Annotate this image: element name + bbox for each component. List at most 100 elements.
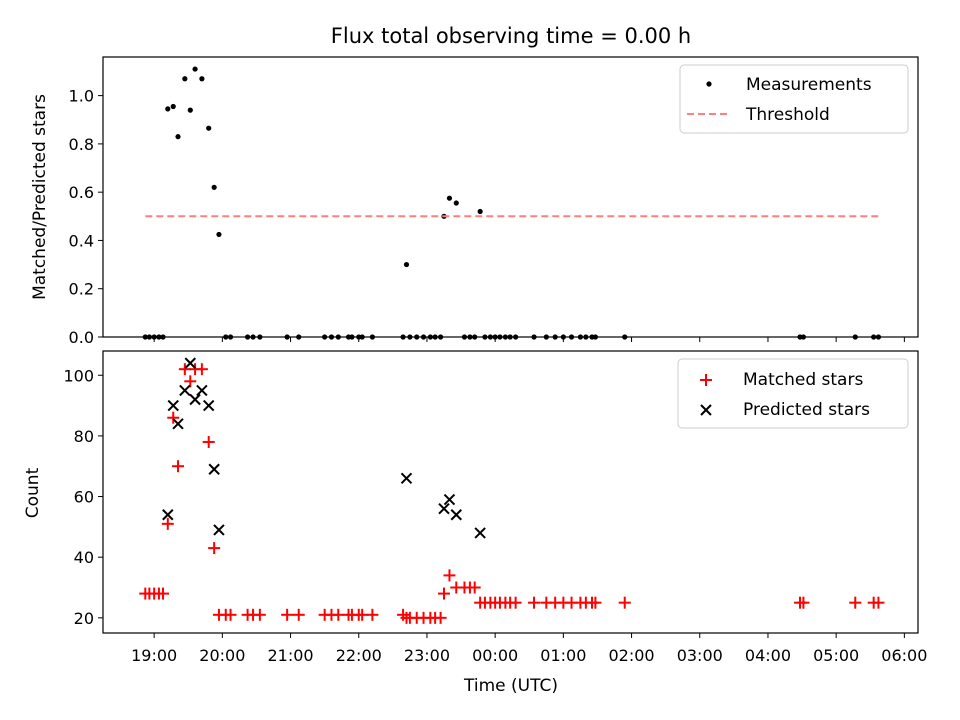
predicted-star-stroke-b bbox=[443, 493, 456, 506]
predicted-star-point bbox=[208, 463, 220, 475]
measurement-point bbox=[349, 334, 355, 340]
measurement-point bbox=[142, 334, 148, 340]
measurement-point bbox=[800, 334, 807, 340]
measurement-point bbox=[403, 261, 410, 268]
measurement-point bbox=[531, 334, 537, 340]
measurement-point bbox=[328, 334, 335, 340]
predicted-star-point bbox=[203, 399, 215, 412]
matched-star-point bbox=[292, 608, 305, 621]
matched-star-point bbox=[438, 587, 451, 600]
matched-star-point bbox=[202, 435, 215, 448]
matched-star-point bbox=[509, 596, 522, 609]
measurement-point bbox=[400, 334, 406, 340]
predicted-star-stroke-b bbox=[400, 472, 413, 485]
measurement-point bbox=[156, 334, 162, 340]
measurement-point bbox=[852, 334, 858, 340]
matched-star-point bbox=[797, 596, 810, 609]
measurement-point bbox=[461, 334, 468, 340]
measurement-point bbox=[369, 334, 375, 340]
predicted-star-stroke-b bbox=[438, 502, 450, 515]
predicted-star-point bbox=[189, 393, 201, 406]
x-tick-label: 21:00 bbox=[267, 646, 313, 665]
measurement-point bbox=[216, 231, 222, 238]
measurement-point bbox=[492, 334, 498, 340]
legend-measurements-marker bbox=[706, 81, 712, 87]
measurement-point bbox=[502, 334, 508, 340]
measurement-point bbox=[165, 106, 171, 112]
y-tick-label: 80 bbox=[74, 427, 94, 446]
measurement-point bbox=[284, 334, 290, 340]
predicted-star-stroke-b bbox=[196, 384, 208, 397]
measurement-point bbox=[359, 334, 365, 340]
predicted-star-point bbox=[443, 493, 456, 506]
predicted-star-stroke-b bbox=[474, 527, 486, 539]
legend-predicted-label: Predicted stars bbox=[743, 400, 870, 420]
x-tick-label: 00:00 bbox=[472, 646, 518, 665]
measurement-point bbox=[560, 334, 566, 340]
x-tick-label: 20:00 bbox=[199, 646, 245, 665]
matched-star-point bbox=[443, 569, 456, 582]
x-tick-label: 19:00 bbox=[131, 646, 177, 665]
y-tick-label: 60 bbox=[74, 488, 94, 507]
measurement-point bbox=[467, 334, 473, 340]
y-tick-label: 0.2 bbox=[69, 280, 94, 299]
predicted-star-stroke-b bbox=[213, 524, 225, 536]
matched-star-point bbox=[253, 608, 266, 621]
measurement-point bbox=[322, 334, 328, 340]
matched-star-point bbox=[366, 608, 379, 621]
y-tick-label: 0.6 bbox=[69, 183, 94, 202]
matched-star-point bbox=[195, 363, 208, 376]
predicted-star-point bbox=[196, 384, 208, 397]
predicted-star-stroke-b bbox=[184, 357, 197, 369]
x-tick-label: 02:00 bbox=[609, 646, 655, 665]
predicted-star-stroke-b bbox=[450, 509, 462, 521]
measurement-point bbox=[420, 334, 427, 340]
measurement-point bbox=[151, 334, 157, 340]
measurement-point bbox=[497, 334, 503, 340]
measurement-point bbox=[432, 334, 438, 340]
y-tick-label: 0.8 bbox=[69, 135, 94, 154]
x-tick-label: 01:00 bbox=[540, 646, 586, 665]
measurement-point bbox=[592, 334, 599, 340]
matched-star-point bbox=[184, 375, 197, 388]
matched-star-point bbox=[157, 587, 170, 600]
legend-matched-marker bbox=[700, 374, 712, 386]
matched-star-point bbox=[528, 596, 541, 609]
ratio-y-axis-label: Matched/Predicted stars bbox=[30, 94, 50, 300]
legend-matched-label: Matched stars bbox=[743, 370, 863, 390]
measurement-point bbox=[507, 334, 513, 340]
count-panel: Count Time (UTC) 20 40 60 80 100 19:00 20:00 2… bbox=[23, 350, 927, 696]
measurement-point bbox=[192, 66, 198, 72]
measurement-point bbox=[244, 334, 251, 340]
measurement-point bbox=[335, 334, 341, 340]
measurement-point bbox=[414, 334, 420, 340]
predicted-star-point bbox=[162, 509, 174, 521]
y-tick-label: 0.4 bbox=[69, 231, 94, 250]
y-tick-label: 100 bbox=[63, 366, 94, 385]
chart-title: Flux total observing time = 0.00 h bbox=[331, 24, 691, 48]
matched-star-point bbox=[618, 596, 631, 609]
predicted-star-stroke-b bbox=[189, 393, 201, 406]
measurement-point bbox=[482, 334, 488, 340]
measurement-point bbox=[206, 125, 212, 131]
x-axis-label: Time (UTC) bbox=[463, 676, 558, 696]
x-tick-label: 03:00 bbox=[677, 646, 723, 665]
predicted-star-point bbox=[438, 502, 450, 515]
matched-star-point bbox=[849, 596, 862, 609]
matched-star-point bbox=[167, 411, 180, 424]
predicted-star-point bbox=[179, 384, 191, 397]
measurement-point bbox=[187, 107, 193, 113]
measurement-point bbox=[175, 134, 181, 140]
x-tick-label: 06:00 bbox=[881, 646, 927, 665]
predicted-star-stroke-b bbox=[179, 384, 191, 397]
matched-star-point bbox=[208, 542, 221, 555]
measurement-point bbox=[160, 334, 166, 340]
legend-predicted-marker bbox=[700, 404, 712, 416]
measurement-point bbox=[182, 76, 188, 82]
matched-star-point bbox=[178, 363, 191, 376]
measurement-point bbox=[477, 208, 483, 215]
predicted-star-point bbox=[474, 527, 486, 539]
ratio-panel: Matched/Predicted stars 0.0 0.2 0.4 0.6 0.8 1… bbox=[30, 56, 919, 347]
predicted-star-point bbox=[400, 472, 413, 485]
